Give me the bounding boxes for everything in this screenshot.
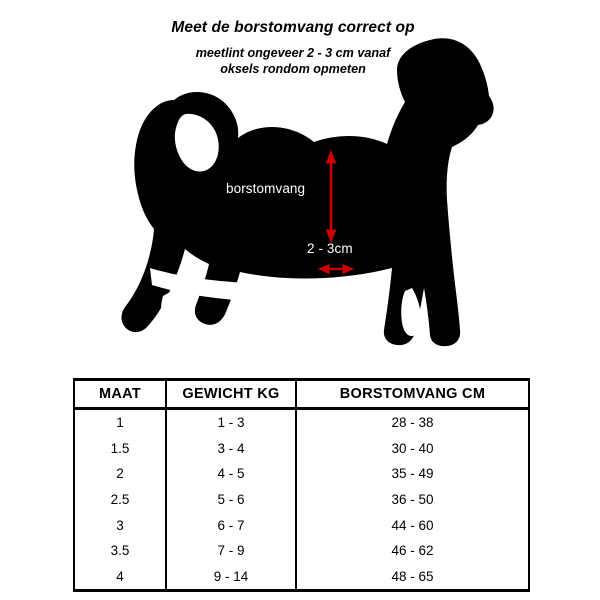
dog-silhouette-icon <box>121 38 494 347</box>
cell-gewicht: 5 - 6 <box>165 486 297 513</box>
table-row: 1 1 - 3 28 - 38 <box>73 408 530 436</box>
cell-gewicht: 9 - 14 <box>165 563 297 593</box>
size-chart-table: MAAT GEWICHT KG BORSTOMVANG CM 1 1 - 3 2… <box>73 378 530 593</box>
dog-size-illustration: borstomvang 2 - 3cm <box>121 38 494 347</box>
cell-maat: 1 <box>73 408 167 436</box>
column-header-maat: MAAT <box>73 378 167 410</box>
table-row: 1.5 3 - 4 30 - 40 <box>73 435 530 462</box>
cell-maat: 3 <box>73 512 167 538</box>
cell-maat: 4 <box>73 563 167 593</box>
cell-borstomvang: 28 - 38 <box>295 408 530 436</box>
cell-gewicht: 3 - 4 <box>165 435 297 462</box>
cell-borstomvang: 36 - 50 <box>295 486 530 513</box>
cell-gewicht: 6 - 7 <box>165 512 297 538</box>
chest-measure-arrow-icon <box>325 149 337 244</box>
cell-gewicht: 4 - 5 <box>165 461 297 487</box>
cell-maat: 2 <box>73 461 167 487</box>
armpit-gap-label: 2 - 3cm <box>307 241 353 256</box>
cell-borstomvang: 35 - 49 <box>295 461 530 487</box>
table-row: 3 6 - 7 44 - 60 <box>73 512 530 538</box>
cell-borstomvang: 44 - 60 <box>295 512 530 538</box>
table-body: 1 1 - 3 28 - 38 1.5 3 - 4 30 - 40 2 4 - … <box>73 408 530 593</box>
table-row: 2.5 5 - 6 36 - 50 <box>73 486 530 513</box>
chest-measure-label: borstomvang <box>226 181 306 196</box>
gap-measure-arrow-icon <box>317 263 355 275</box>
cell-maat: 2.5 <box>73 486 167 513</box>
column-header-gewicht: GEWICHT KG <box>165 378 297 410</box>
table-row: 4 9 - 14 48 - 65 <box>73 563 530 593</box>
table-row: 2 4 - 5 35 - 49 <box>73 461 530 487</box>
cell-maat: 1.5 <box>73 435 167 462</box>
table-row: 3.5 7 - 9 46 - 62 <box>73 537 530 564</box>
cell-gewicht: 1 - 3 <box>165 408 297 436</box>
cell-gewicht: 7 - 9 <box>165 537 297 564</box>
column-header-borstomvang: BORSTOMVANG CM <box>295 378 530 410</box>
cell-borstomvang: 30 - 40 <box>295 435 530 462</box>
cell-borstomvang: 48 - 65 <box>295 563 530 593</box>
table-header-row: MAAT GEWICHT KG BORSTOMVANG CM <box>73 378 530 410</box>
cell-borstomvang: 46 - 62 <box>295 537 530 564</box>
cell-maat: 3.5 <box>73 537 167 564</box>
